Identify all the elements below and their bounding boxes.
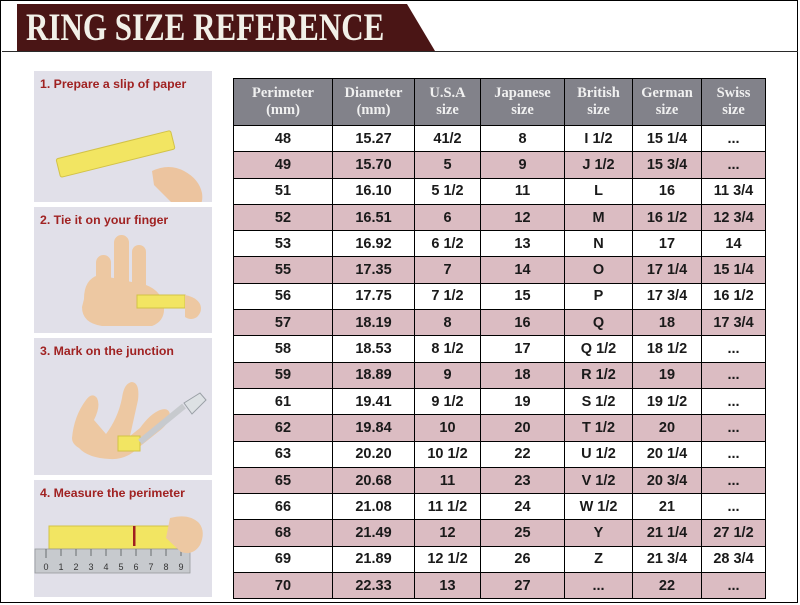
svg-text:8: 8 bbox=[163, 562, 168, 572]
svg-text:0: 0 bbox=[43, 562, 48, 572]
svg-text:9: 9 bbox=[178, 562, 183, 572]
svg-text:3: 3 bbox=[88, 562, 93, 572]
svg-text:2: 2 bbox=[73, 562, 78, 572]
svg-text:7: 7 bbox=[148, 562, 153, 572]
svg-text:4: 4 bbox=[103, 562, 108, 572]
svg-text:6: 6 bbox=[133, 562, 138, 572]
svg-text:5: 5 bbox=[118, 562, 123, 572]
svg-text:1: 1 bbox=[58, 562, 63, 572]
